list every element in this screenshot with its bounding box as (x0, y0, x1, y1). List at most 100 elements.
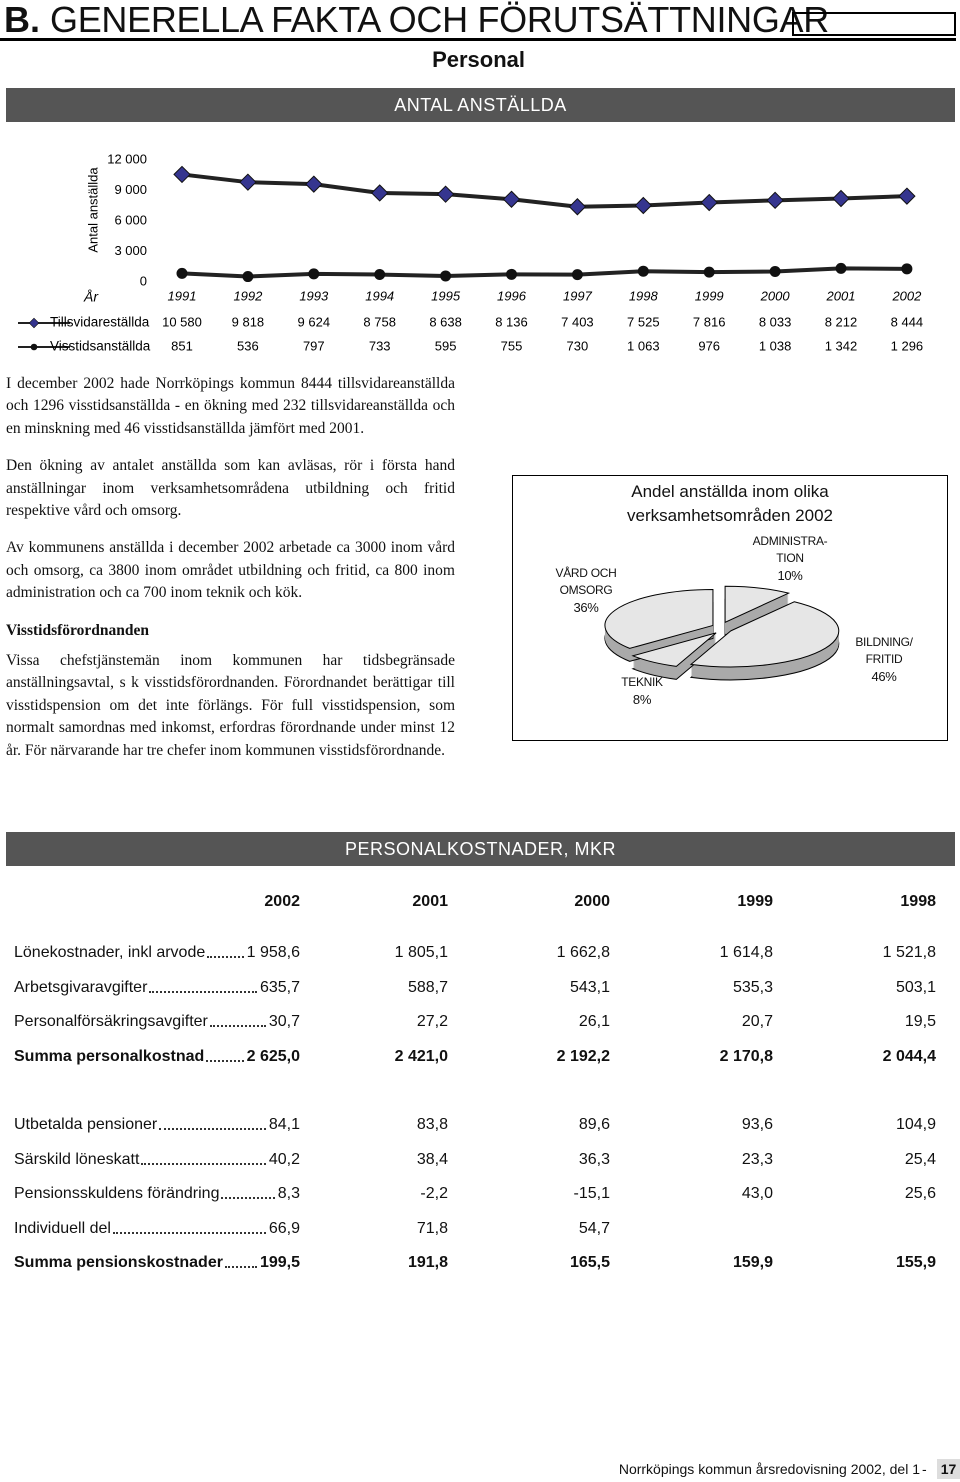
y-axis-title: Antal anställda (85, 167, 100, 253)
cell-value: 71,8 (416, 1219, 448, 1237)
row-label: Summa personalkostnad (14, 1047, 205, 1065)
data-label: 8 444 (891, 314, 924, 329)
legend-label: Visstidsanställda (50, 339, 151, 354)
column-header: 1999 (737, 893, 773, 910)
dot-leader (224, 1252, 257, 1268)
slice-value: 36% (573, 600, 599, 615)
section-banner: PERSONALKOSTNADER, MKR (6, 832, 955, 866)
data-label: 10 580 (162, 314, 202, 329)
footer-text: Norrköpings kommun årsredovisning 2002, … (618, 1461, 920, 1477)
section-letter: B. (4, 0, 40, 40)
cell-value: 23,3 (741, 1150, 773, 1168)
table-header: 2002 2001 2000 1999 1998 (14, 891, 944, 913)
marker (239, 173, 257, 191)
x-tick-label: 2000 (760, 288, 791, 303)
x-tick-label: 1998 (629, 288, 659, 303)
legend-label: Tillsvidareställda (50, 315, 150, 330)
cell-value: 1 521,8 (882, 944, 936, 961)
body-text: I december 2002 hade Norrköpings kommun … (6, 373, 455, 777)
row-label-cell: Personalförsäkringsavgifter 30,7 (14, 1011, 300, 1033)
y-tick-label: 9 000 (114, 182, 147, 197)
pie-frame (512, 475, 948, 741)
column-header: 1998 (900, 893, 936, 910)
marker (502, 190, 521, 208)
slice-name: TEKNIK (621, 675, 663, 689)
marker (305, 175, 323, 193)
marker (568, 198, 587, 216)
cell-value: 2 625,0 (246, 1047, 300, 1065)
marker (898, 187, 916, 205)
row-label: Individuell del (14, 1219, 111, 1237)
y-tick-label: 0 (140, 273, 147, 288)
pie-label: BILDNING/ FRITID 46% (838, 634, 930, 685)
cell-value: 588,7 (407, 978, 448, 996)
data-label: 733 (369, 338, 391, 353)
data-label: 8 638 (429, 314, 462, 329)
cell-value: 543,1 (569, 978, 610, 996)
x-tick-label: 1993 (299, 288, 329, 303)
marker (173, 165, 191, 184)
marker (242, 271, 254, 283)
marker (176, 267, 188, 279)
cell-value: 104,9 (895, 1116, 936, 1133)
marker (901, 263, 913, 275)
slice (631, 632, 717, 667)
cell-value: 165,5 (569, 1254, 610, 1271)
row-label: Pensionsskuldens förändring (14, 1185, 220, 1202)
data-label: 536 (237, 338, 259, 353)
page-subtitle: Personal (432, 47, 525, 72)
cell-value: 43,0 (741, 1185, 773, 1202)
cell-value: 1 958,6 (246, 944, 300, 961)
row-label: Lönekostnader, inkl arvode (14, 944, 206, 961)
slice-value: 46% (871, 669, 897, 684)
x-tick-label: 2002 (891, 288, 922, 303)
marker (440, 270, 452, 282)
pie-title: Andel anställda inom olika verksamhetsom… (626, 482, 833, 525)
data-label: 8 758 (363, 314, 396, 329)
row-label-cell: Summa pensionskostnader 199,5 (14, 1252, 300, 1274)
marker (832, 189, 850, 208)
cell-value: 2 044,4 (882, 1047, 936, 1065)
series-line (181, 172, 907, 209)
row-label: Summa pensionskostnader (14, 1254, 223, 1271)
x-tick-label: 1992 (233, 288, 263, 303)
cell-value: 503,1 (895, 978, 936, 996)
data-label: 9 818 (232, 314, 265, 329)
cell-value: 159,9 (732, 1254, 773, 1271)
cell-value: 1 662,8 (556, 944, 610, 961)
cell-value: 635,7 (259, 978, 300, 996)
marker (506, 268, 517, 280)
pie-label: TEKNIK 8% (596, 674, 688, 708)
column-header: 2001 (412, 893, 448, 910)
x-tick-label: 1999 (695, 288, 724, 303)
table-row: Utbetalda pensioner 84,1 83,8 89,6 93,6 104,9 (14, 1114, 944, 1136)
data-label: 7 816 (693, 314, 726, 329)
row-label-cell: Individuell del 66,9 (14, 1218, 300, 1240)
data-label: 1 342 (825, 338, 858, 353)
paragraph: I december 2002 hade Norrköpings kommun … (6, 375, 455, 437)
marker (835, 262, 847, 274)
table-row: Summa pensionskostnader 199,5 191,8 165,5 15… (14, 1252, 944, 1274)
marker (766, 191, 784, 210)
cell-value: -2,2 (420, 1185, 448, 1202)
slice-name: BILDNING/ FRITID (855, 635, 913, 666)
slice (604, 588, 714, 649)
cell-value: 66,9 (268, 1219, 300, 1237)
cell-value: 1 614,8 (719, 944, 773, 961)
data-label: 755 (501, 338, 523, 353)
data-label: 1 063 (627, 338, 660, 353)
row-label: Särskild löneskatt (14, 1150, 140, 1168)
row-label-cell: Pensionsskuldens förändring 8,3 (14, 1183, 300, 1205)
line-chart: Antal anställda År 0 3 000 6 000 9 000 12 00… (18, 151, 924, 354)
data-label: 9 624 (298, 314, 331, 329)
row-label: Personalförsäkringsavgifter (14, 1013, 208, 1030)
slice (724, 585, 791, 624)
x-tick-label: 1994 (365, 288, 394, 303)
section-banner: ANTAL ANSTÄLLDA (6, 88, 955, 122)
table-row: Summa personalkostnad 2 625,0 2 421,0 2 192… (14, 1046, 944, 1068)
data-label: 595 (435, 338, 457, 353)
cell-value: 535,3 (732, 978, 773, 996)
cell-value: 54,7 (578, 1219, 610, 1237)
